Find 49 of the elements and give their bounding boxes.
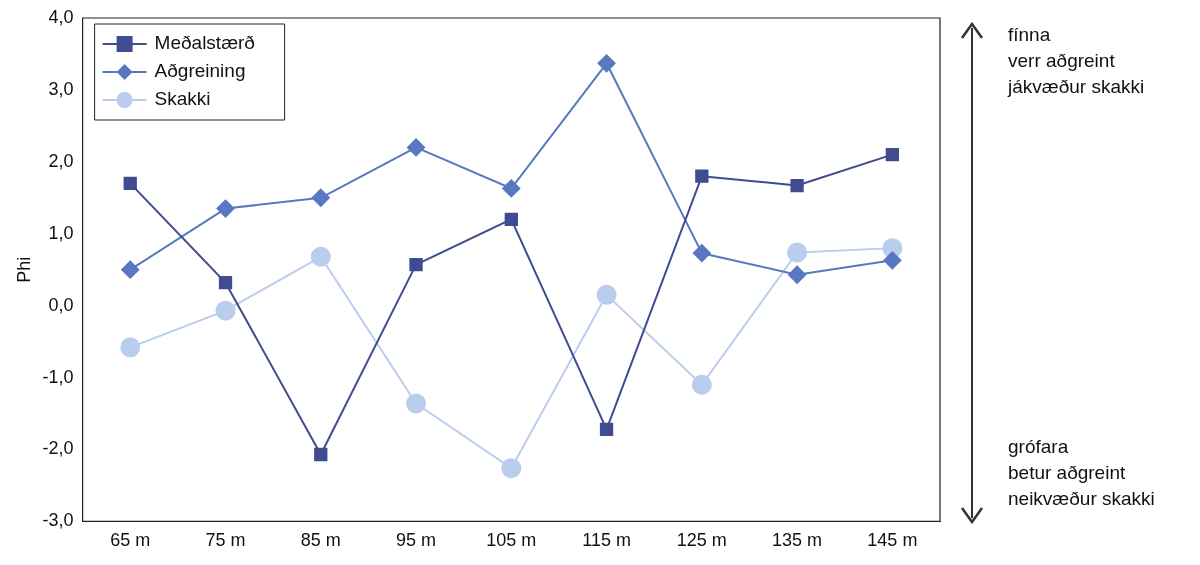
legend-label: Skakki — [154, 88, 211, 110]
x-tick-label: 65 m — [110, 530, 151, 551]
point — [121, 260, 140, 279]
point — [596, 284, 617, 305]
y-tick-label: 3,0 — [48, 78, 74, 99]
point — [885, 147, 900, 162]
x-tick-label: 105 m — [486, 530, 537, 551]
point — [883, 251, 902, 270]
y-tick-label: 2,0 — [48, 150, 74, 171]
point — [695, 169, 709, 183]
point — [406, 393, 427, 414]
point — [790, 178, 804, 193]
x-tick-label: 125 m — [676, 530, 727, 551]
x-tick-label: 75 m — [205, 530, 246, 551]
point — [310, 246, 331, 267]
point — [218, 275, 233, 290]
point — [787, 242, 808, 263]
y-tick-label: -2,0 — [42, 438, 74, 459]
point — [502, 179, 521, 198]
point — [123, 176, 137, 191]
point — [407, 138, 426, 157]
x-tick-label: 135 m — [772, 530, 823, 551]
y-axis-title: Phi — [13, 256, 34, 283]
legend-label: Aðgreining — [154, 60, 246, 82]
legend-label: Meðalstærð — [154, 32, 255, 54]
x-tick-label: 145 m — [867, 530, 918, 551]
y-tick-label: -1,0 — [42, 366, 74, 387]
point — [409, 258, 423, 272]
point — [692, 244, 711, 263]
x-tick-label: 115 m — [582, 530, 631, 551]
point — [691, 374, 712, 395]
point — [788, 265, 807, 284]
point — [597, 54, 616, 73]
text: grófara betur aðgreint neikvæður skakki — [1008, 435, 1155, 511]
x-tick-label: 85 m — [300, 530, 341, 551]
point — [311, 188, 330, 207]
y-tick-label: 0,0 — [48, 294, 74, 315]
point — [120, 337, 141, 358]
point — [599, 422, 614, 437]
y-tick-label: -3,0 — [42, 510, 74, 531]
x-tick-label: 95 m — [396, 530, 437, 551]
point — [501, 458, 522, 479]
point — [216, 199, 235, 218]
y-tick-label: 1,0 — [48, 222, 74, 243]
point — [314, 447, 328, 462]
point — [504, 212, 518, 227]
point — [215, 300, 236, 321]
y-tick-label: 4,0 — [48, 6, 74, 27]
text: fínna verr aðgreint jákvæður skakki — [1008, 23, 1145, 99]
